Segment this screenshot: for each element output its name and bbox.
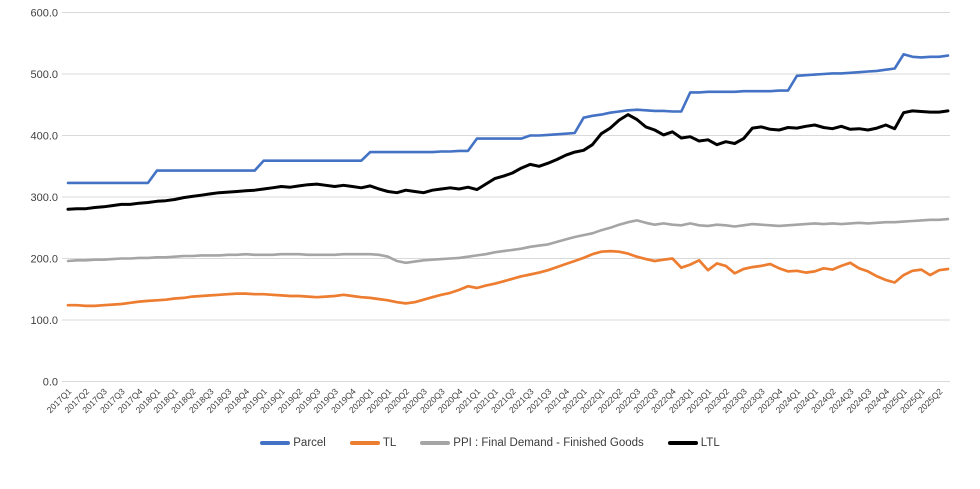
y-gridlines [62,12,950,382]
legend-item-parcel: Parcel [260,437,326,449]
legend-swatch-tl [349,441,380,445]
y-tick-label: 600.0 [30,8,58,20]
legend-label-ppi-final-demand-finished-goods: PPI : Final Demand - Finished Goods [453,437,644,449]
y-tick-label: 200.0 [30,254,58,266]
y-tick-label: 500.0 [30,69,58,81]
legend-item-ltl: LTL [667,437,720,449]
legend-item-tl: TL [349,437,397,449]
legend-swatch-parcel [260,441,291,445]
y-tick-label: 0.0 [43,377,58,389]
series-line-ltl [66,109,950,211]
y-tick-label: 100.0 [30,315,58,327]
legend-item-ppi-final-demand-finished-goods: PPI : Final Demand - Finished Goods [420,437,644,449]
x-axis-tick-labels: 2017Q12017Q22017Q32017Q32017Q42018Q12018… [45,386,945,415]
series-line-parcel [66,52,950,185]
legend-label-ltl: LTL [700,437,720,449]
chart-legend: Parcel TL PPI : Final Demand - Finished Go… [0,437,980,449]
y-tick-label: 300.0 [30,192,58,204]
legend-label-parcel: Parcel [293,437,326,449]
y-axis-tick-labels: 0.0 100.0 200.0 300.0 400.0 500.0 600.0 [30,8,58,389]
legend-label-tl: TL [382,437,397,449]
legend-swatch-ppi-final-demand-finished-goods [420,441,451,445]
series-line-ppi-final-demand-finished-goods [66,217,950,265]
legend-swatch-ltl [667,441,698,445]
y-tick-label: 400.0 [30,131,58,143]
series-line-tl [66,249,950,308]
